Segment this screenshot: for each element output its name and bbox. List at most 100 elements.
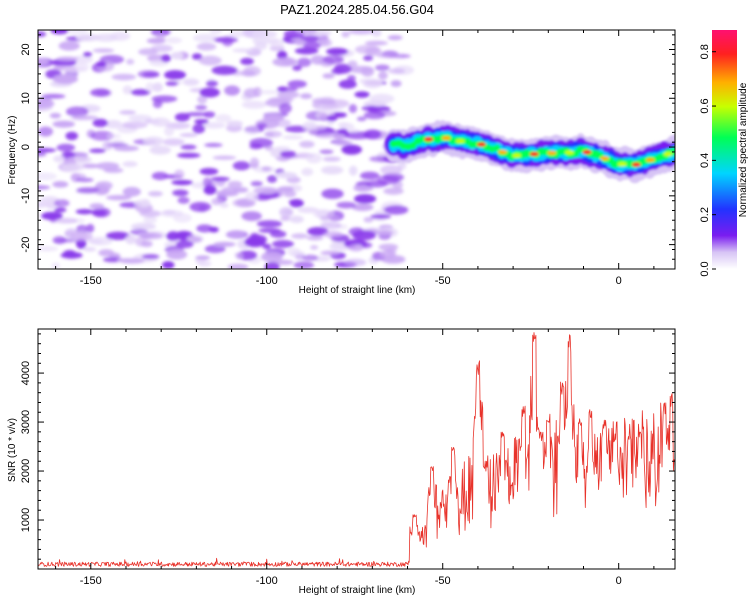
noise-blob — [38, 31, 47, 38]
spectrogram-x-tick-label: -50 — [435, 275, 451, 287]
signal-hotspot — [582, 149, 592, 155]
noise-blob — [212, 155, 237, 160]
snr-x-tick-label: -150 — [80, 575, 102, 587]
noise-blob — [196, 224, 213, 233]
noise-blob — [211, 65, 238, 76]
noise-blob — [390, 80, 402, 87]
noise-blob — [128, 114, 153, 122]
noise-blob — [277, 91, 300, 99]
noise-blob — [294, 47, 319, 55]
snr-frame — [37, 328, 676, 570]
noise-blob — [341, 31, 350, 38]
noise-blob — [229, 30, 245, 38]
noise-blob — [137, 70, 160, 79]
noise-blob — [204, 244, 226, 254]
noise-blob — [143, 215, 157, 224]
spectrogram-y-ticks: -20 -10 0 10 20 — [20, 34, 675, 270]
colorbar-tick-label: 0.2 — [699, 207, 711, 222]
noise-blob — [257, 90, 281, 95]
noise-blob — [262, 189, 276, 195]
noise-blob — [211, 197, 223, 206]
noise-blob — [323, 230, 343, 239]
noise-blob — [277, 86, 288, 92]
noise-blob — [301, 167, 314, 176]
noise-blob — [203, 111, 216, 118]
noise-blob — [164, 70, 187, 80]
spectrogram-frame — [37, 29, 676, 270]
noise-blob — [264, 261, 280, 269]
noise-blob — [53, 199, 70, 207]
noise-blob — [241, 100, 267, 109]
signal-hotspot — [441, 135, 451, 141]
noise-blob — [254, 30, 267, 34]
noise-blob — [202, 177, 212, 188]
noise-blob — [241, 211, 262, 221]
noise-blob — [60, 251, 83, 259]
noise-blob — [337, 122, 349, 127]
noise-blob — [52, 120, 75, 128]
noise-blob — [262, 243, 272, 250]
noise-blob — [378, 71, 388, 80]
colorbar-tick-label: 0.6 — [699, 98, 711, 113]
spectrogram-y-tick-label: -10 — [20, 188, 32, 204]
noise-blob — [76, 187, 101, 194]
noise-blob — [134, 199, 151, 208]
noise-blob — [336, 201, 356, 209]
noise-blob — [199, 87, 220, 98]
noise-blob — [268, 37, 279, 45]
noise-blob — [306, 235, 324, 241]
noise-blob — [344, 131, 371, 140]
noise-blob — [83, 52, 93, 57]
noise-blob — [135, 236, 147, 247]
colorbar-tick-label: 0.8 — [699, 44, 711, 59]
spectrogram-y-label: Frequency (Hz) — [7, 116, 18, 185]
noise-blob — [353, 194, 377, 204]
noise-blob — [89, 148, 106, 154]
noise-blob — [210, 176, 230, 182]
noise-blob — [271, 240, 295, 248]
noise-blob — [75, 208, 94, 215]
noise-blob — [294, 39, 306, 46]
noise-blob — [300, 35, 320, 42]
noise-blob — [91, 209, 107, 217]
noise-blob — [232, 48, 254, 53]
noise-blob — [52, 74, 78, 84]
noise-blob — [305, 153, 322, 164]
noise-blob — [289, 215, 304, 224]
noise-blob — [54, 207, 67, 213]
noise-blob — [302, 121, 317, 131]
noise-blob — [80, 163, 101, 169]
noise-blob — [243, 65, 261, 77]
noise-blob — [165, 81, 179, 86]
noise-blob — [53, 238, 78, 243]
noise-blob — [98, 249, 115, 257]
noise-blob — [364, 40, 389, 46]
snr-series-line — [38, 332, 675, 567]
noise-blob — [263, 113, 285, 122]
signal-hotspot — [617, 162, 627, 167]
noise-blob — [38, 147, 57, 153]
colorbar-ticks: 0.0 0.2 0.4 0.6 0.8 — [699, 44, 716, 277]
noise-blob — [232, 186, 249, 193]
colorbar-tick-label: 0.4 — [699, 153, 711, 168]
noise-blob — [186, 234, 204, 243]
noise-blob — [250, 180, 263, 187]
noise-blob — [279, 150, 297, 158]
noise-blob — [119, 258, 145, 264]
noise-blob — [86, 223, 95, 233]
noise-blob — [145, 82, 155, 93]
snr-x-label: Height of straight line (km) — [299, 585, 416, 596]
noise-blob — [177, 196, 190, 204]
noise-blob — [38, 185, 51, 190]
noise-blob — [376, 52, 401, 59]
noise-blob — [247, 234, 267, 245]
noise-blob — [282, 135, 304, 140]
noise-blob — [95, 181, 113, 191]
noise-blob — [361, 66, 375, 77]
snr-y-tick-label: 2000 — [20, 459, 32, 483]
noise-blob — [341, 144, 363, 155]
noise-blob — [283, 190, 297, 198]
noise-blob — [164, 126, 175, 137]
signal-hotspot — [600, 156, 610, 161]
noise-blob — [41, 93, 66, 99]
